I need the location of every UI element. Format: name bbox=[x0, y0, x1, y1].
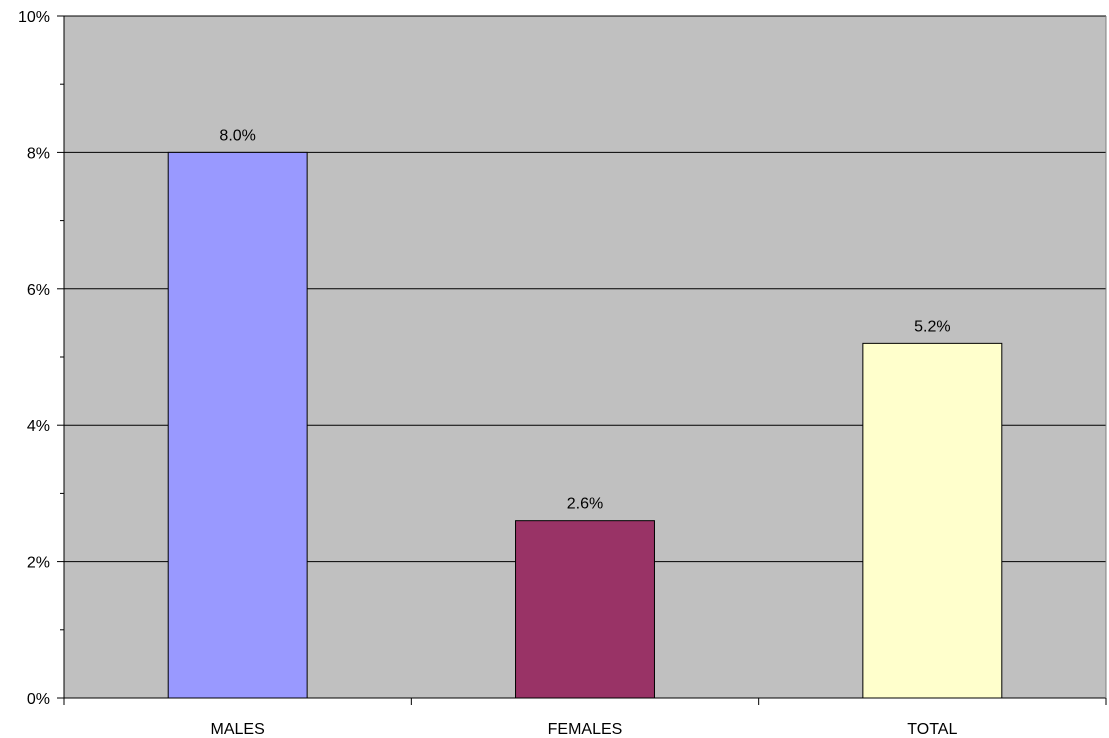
y-tick-label: 10% bbox=[18, 9, 50, 26]
data-label: 2.6% bbox=[567, 496, 603, 513]
y-tick-label: 0% bbox=[27, 691, 50, 708]
data-labels: 8.0% 2.6% 5.2% bbox=[219, 127, 950, 512]
bar-males bbox=[167, 151, 308, 699]
y-axis-ticks: 0% 2% 4% 6% 8% 10% bbox=[18, 9, 64, 708]
x-tick-label: FEMALES bbox=[548, 721, 623, 738]
x-tick-label: TOTAL bbox=[907, 721, 957, 738]
bar-total bbox=[862, 342, 1003, 699]
y-tick-label: 6% bbox=[27, 282, 50, 299]
y-tick-label: 4% bbox=[27, 418, 50, 435]
y-tick-label: 2% bbox=[27, 555, 50, 572]
data-label: 8.0% bbox=[219, 127, 255, 144]
x-tick-label: MALES bbox=[211, 721, 265, 738]
y-tick-label: 8% bbox=[27, 145, 50, 162]
bars bbox=[167, 151, 1003, 699]
x-axis-ticks: MALES FEMALES TOTAL bbox=[63, 698, 1107, 738]
data-label: 5.2% bbox=[914, 318, 950, 335]
bar-females bbox=[515, 520, 655, 699]
